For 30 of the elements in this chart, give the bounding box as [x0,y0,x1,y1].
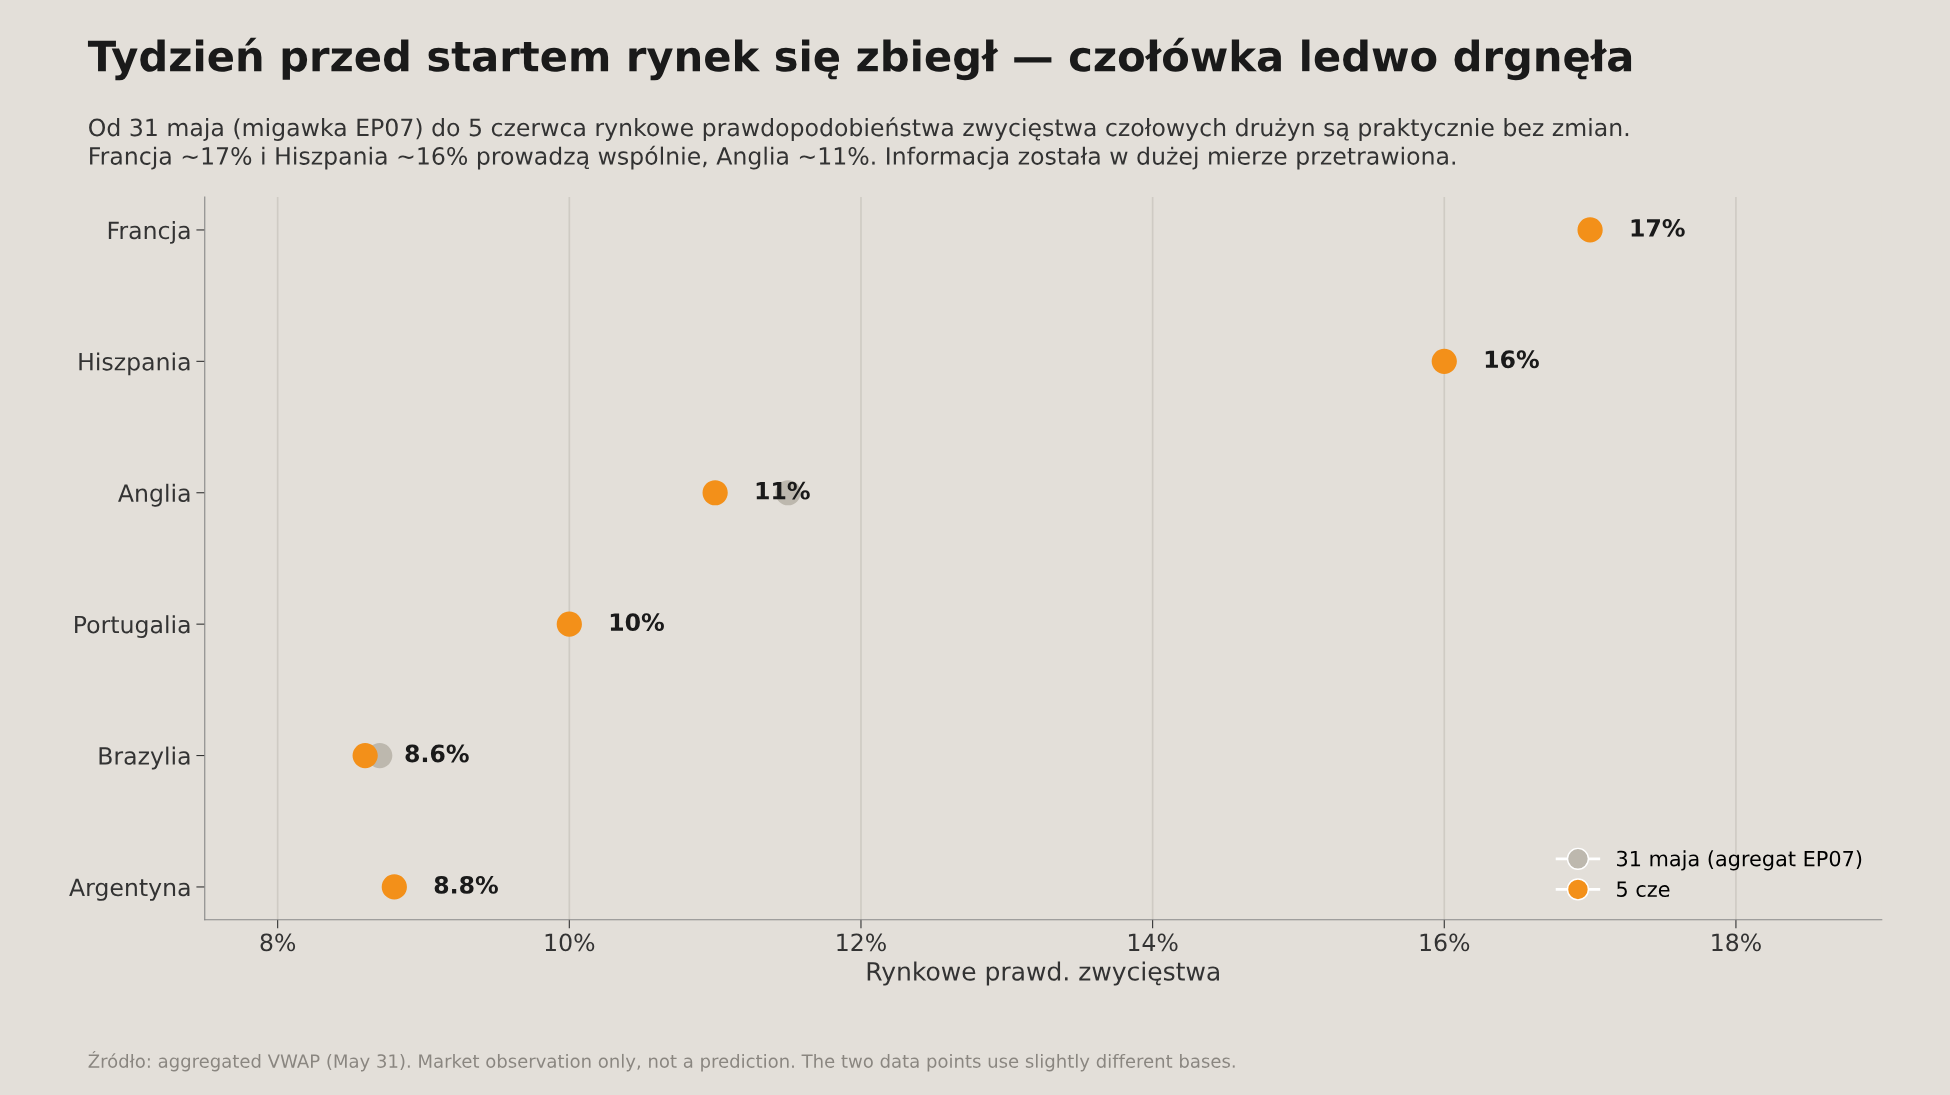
y-tick-label: Hiszpania [79,352,190,376]
data-label: 11% [756,481,810,500]
y-tick-label: Brazylia [99,746,190,770]
x-tick-label: 14% [1128,933,1178,952]
y-tick-label: Portugalia [75,615,190,639]
x-tick-label: 18% [1712,933,1761,952]
point [352,742,378,769]
x-axis-title: Rynkowe prawd. zwycięstwa [867,961,1219,986]
point [381,874,407,900]
data-label: 8.8% [434,875,498,894]
data-label: 8.6% [405,744,469,763]
chart-title: Tydzień przed startem rynek się zbiegł — czołówka ledwo drgnęła [87,37,1632,81]
x-tick-label: 8% [260,933,296,952]
data-label: 17% [1631,218,1685,237]
x-tick-label: 12% [837,933,886,952]
point [1431,348,1457,374]
y-tick-label: Argentyna [69,878,190,901]
y-tick-label: Anglia [118,483,190,507]
y-tick-label: Francja [108,220,190,244]
point [702,480,728,506]
x-tick-label: 16% [1420,933,1470,952]
point [1577,217,1603,243]
legend-label: 5 cze [1617,881,1670,898]
data-label: 10% [610,613,664,631]
data-label: 16% [1485,350,1539,369]
chart-subtitle: Od 31 maja (migawka EP07) do 5 czerwca rynkowe prawdopodobieństwa zwycięstwa czołowych drużyn są praktycznie bez zmian. Francja ~17% i Hiszpania ~16% prowadzą wspólnie, Anglia ~11%. Informacja została w dużej mierze przetrawiona. [89,117,1629,170]
point [556,611,582,637]
text: Źródło: aggregated VWAP (May 31). Market observation only, not a prediction. The two data points use slightly different bases. [88,1050,1235,1072]
legend-label: 31 maja (agregat EP07) [1617,850,1862,871]
x-tick-label: 10% [545,933,595,952]
